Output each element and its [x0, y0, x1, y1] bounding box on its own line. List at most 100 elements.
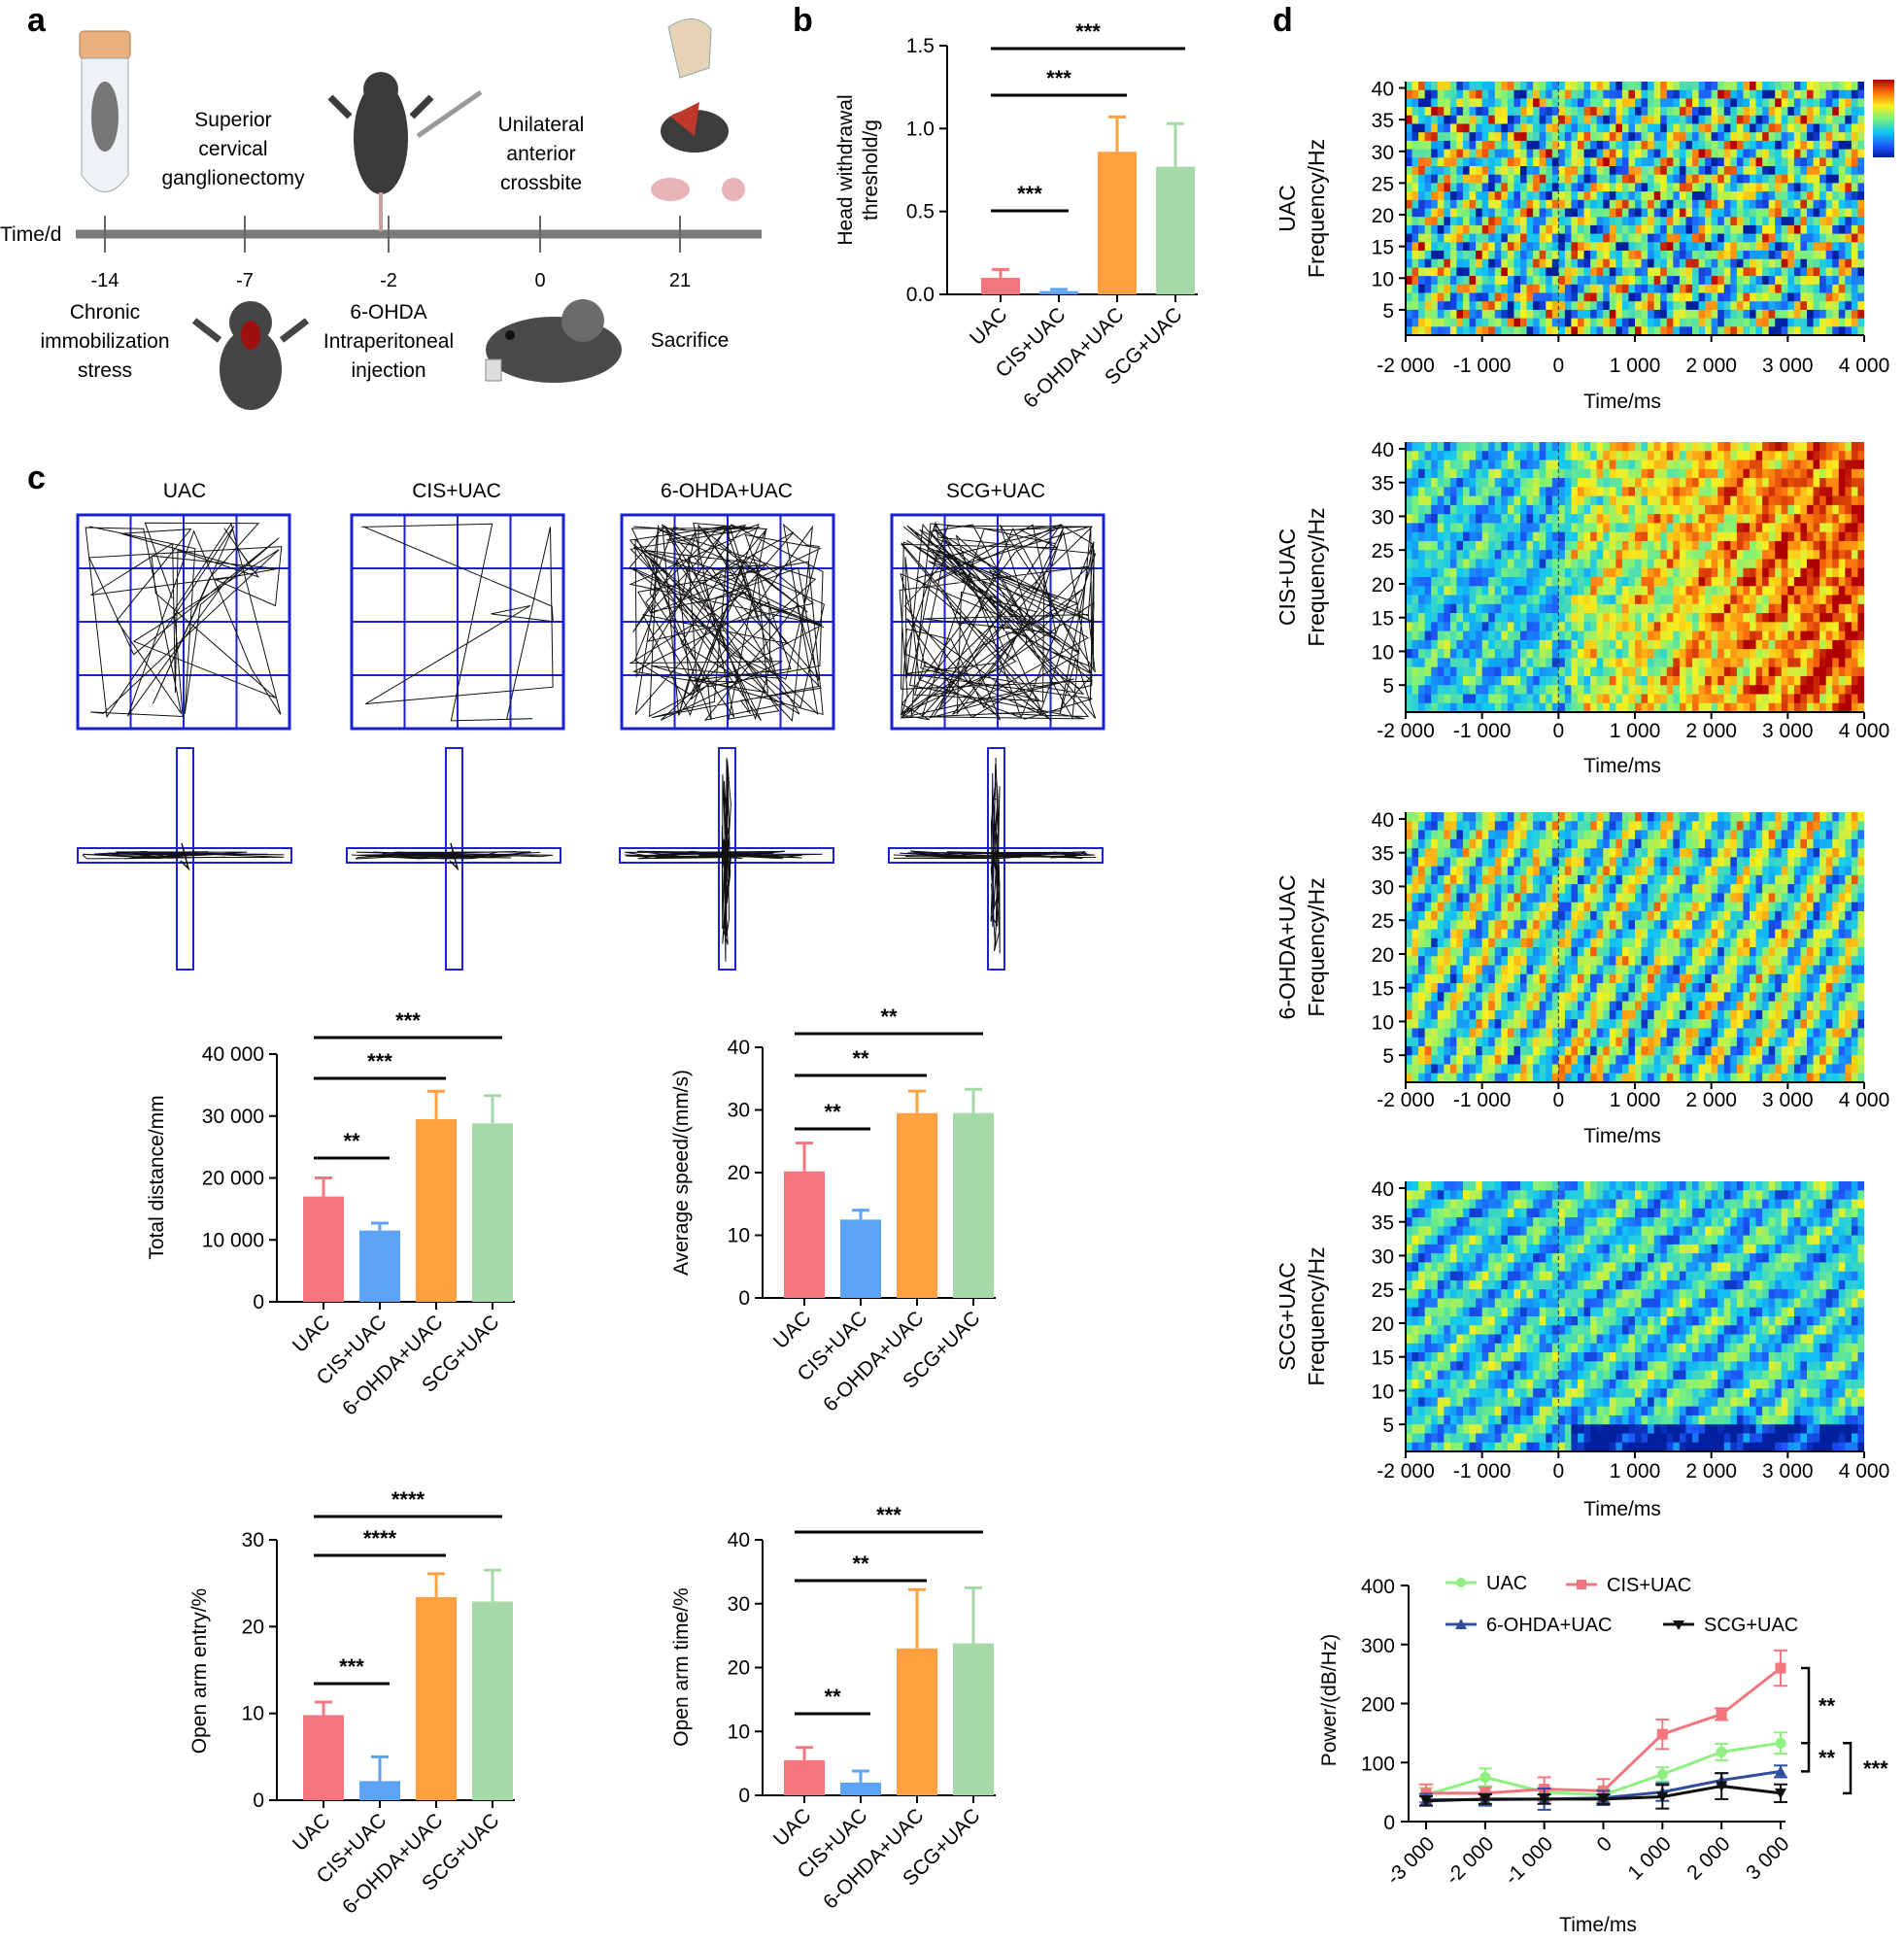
- spectrogram-cell: [1717, 675, 1725, 686]
- plus-maze-trace-open: [180, 842, 190, 871]
- spectrogram-cell: [1615, 199, 1623, 210]
- spectrogram-cell: [1564, 460, 1573, 470]
- spectrogram-cell: [1819, 276, 1827, 286]
- spectrogram-cell: [1469, 224, 1477, 235]
- spectrogram-cell: [1551, 603, 1559, 614]
- spectrogram-cell: [1444, 478, 1451, 488]
- spectrogram-cell: [1838, 702, 1846, 712]
- spectrogram-cell: [1456, 301, 1464, 311]
- y-axis-label-line2: threshold/g: [860, 119, 882, 221]
- spectrogram-cell: [1673, 284, 1681, 294]
- spectrogram-cell: [1800, 208, 1808, 218]
- spectrogram-cell: [1793, 442, 1802, 452]
- spectrogram-cell: [1551, 478, 1559, 488]
- spectrogram-cell: [1711, 442, 1718, 452]
- spectrogram-cell: [1762, 523, 1770, 533]
- spectrogram-cell: [1424, 639, 1432, 650]
- spectrogram-cell: [1437, 838, 1445, 849]
- spectrogram-cell: [1520, 613, 1528, 623]
- spectrogram-cell: [1406, 442, 1413, 452]
- spectrogram-cell: [1469, 559, 1477, 569]
- spectrogram-cell: [1838, 309, 1846, 320]
- spectrogram-cell: [1507, 622, 1515, 632]
- spectrogram-cell: [1673, 82, 1681, 91]
- spectrogram-cell: [1437, 595, 1445, 605]
- spectrogram-cell: [1526, 107, 1534, 117]
- spectrogram-cell: [1444, 694, 1451, 704]
- spectrogram-cell: [1463, 902, 1471, 912]
- spectrogram-cell: [1539, 98, 1547, 108]
- spectrogram-cell: [1424, 251, 1432, 260]
- spectrogram-cell: [1418, 567, 1426, 578]
- spectrogram-cell: [1857, 595, 1864, 605]
- spectrogram-cell: [1723, 694, 1731, 704]
- spectrogram-cell: [1463, 217, 1471, 226]
- spectrogram-cell: [1476, 540, 1483, 551]
- spectrogram-cell: [1456, 586, 1464, 597]
- spectrogram-cell: [1698, 183, 1706, 192]
- spectrogram-cell: [1750, 224, 1757, 235]
- spectrogram-cell: [1621, 183, 1630, 192]
- spectrogram-cell: [1476, 276, 1483, 286]
- spectrogram-cell: [1533, 540, 1541, 551]
- spectrogram-cell: [1685, 442, 1693, 452]
- spectrogram-cell: [1546, 613, 1553, 623]
- spectrogram-cell: [1635, 622, 1643, 632]
- spectrogram-cell: [1463, 107, 1471, 117]
- spectrogram-cell: [1463, 838, 1471, 849]
- spectrogram-cell: [1711, 504, 1718, 515]
- spectrogram-cell: [1596, 301, 1604, 311]
- spectrogram-cell: [1679, 251, 1687, 260]
- spectrogram-cell: [1825, 495, 1833, 506]
- spectrogram-cell: [1431, 115, 1439, 125]
- spectrogram-cell: [1437, 451, 1445, 461]
- spectrogram-cell: [1546, 523, 1553, 533]
- spectrogram-cell: [1463, 183, 1471, 192]
- spectrogram-cell: [1449, 460, 1458, 470]
- spectrogram-cell: [1507, 531, 1515, 542]
- spectrogram-cell: [1564, 258, 1573, 268]
- spectrogram-cell: [1698, 224, 1706, 235]
- spectrogram-cell: [1666, 523, 1674, 533]
- spectrogram-cell: [1578, 191, 1585, 201]
- spectrogram-cell: [1520, 217, 1528, 226]
- spectrogram-cell: [1832, 149, 1840, 158]
- spectrogram-cell: [1685, 451, 1693, 461]
- spectrogram-cell: [1437, 1055, 1445, 1066]
- spectrogram-cell: [1444, 1064, 1451, 1074]
- spectrogram-cell: [1558, 267, 1566, 277]
- spectrogram-cell: [1692, 208, 1700, 218]
- spectrogram-cell: [1723, 166, 1731, 176]
- spectrogram-cell: [1513, 451, 1521, 461]
- spectrogram-cell: [1481, 199, 1489, 210]
- spectrogram-cell: [1406, 631, 1413, 641]
- spectrogram-cell: [1717, 603, 1725, 614]
- spectrogram-cell: [1539, 115, 1547, 125]
- spectrogram-cell: [1444, 848, 1451, 858]
- spectrogram-cell: [1469, 451, 1477, 461]
- spectrogram-cell: [1551, 276, 1559, 286]
- spectrogram-cell: [1755, 567, 1763, 578]
- spectrogram-cell: [1596, 702, 1604, 712]
- spectrogram-cell: [1406, 666, 1413, 677]
- spectrogram-cell: [1431, 495, 1439, 506]
- spectrogram-cell: [1775, 183, 1783, 192]
- spectrogram-cell: [1571, 140, 1579, 151]
- spectrogram-cell: [1558, 540, 1566, 551]
- spectrogram-cell: [1628, 123, 1636, 133]
- spectrogram-cell: [1615, 595, 1623, 605]
- spectrogram-cell: [1692, 217, 1700, 226]
- spectrogram-cell: [1857, 267, 1864, 277]
- spectrogram-cell: [1819, 442, 1827, 452]
- spectrogram-cell: [1449, 115, 1458, 125]
- spectrogram-cell: [1501, 675, 1509, 686]
- spectrogram-cell: [1578, 98, 1585, 108]
- day-label: 21: [669, 270, 691, 291]
- spectrogram-cell: [1406, 540, 1413, 551]
- spectrogram-cell: [1481, 577, 1489, 587]
- spectrogram-cell: [1551, 460, 1559, 470]
- spectrogram-cell: [1628, 199, 1636, 210]
- spectrogram-cell: [1775, 658, 1783, 668]
- spectrogram-cell: [1857, 208, 1864, 218]
- spectrogram-cell: [1838, 326, 1846, 335]
